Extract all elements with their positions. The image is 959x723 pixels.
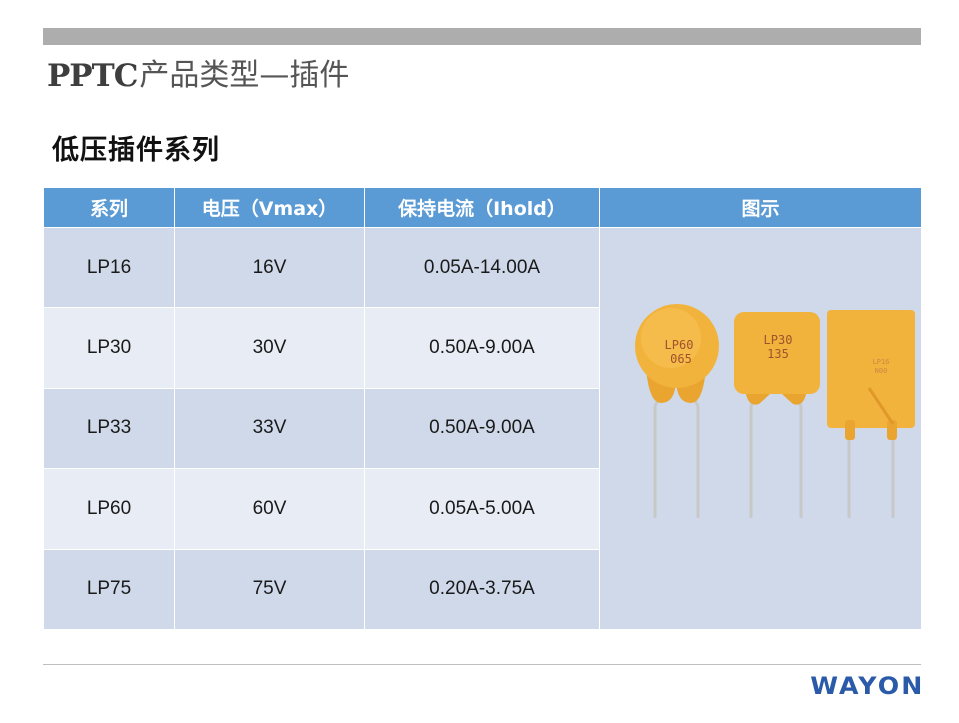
round-label-2: 065 xyxy=(670,352,692,366)
header-series: 系列 xyxy=(43,187,175,228)
cell-voltage: 30V xyxy=(174,307,365,389)
cell-hold-current: 0.50A-9.00A xyxy=(364,387,600,470)
cell-voltage: 33V xyxy=(174,387,365,470)
square-pptc-component: LP30 135 xyxy=(733,312,820,518)
header-hold-current: 保持电流（Ihold） xyxy=(364,187,600,228)
table-row: LP16 16V 0.05A-14.00A LP60 065 xyxy=(43,226,922,630)
page-title: PPTC 产品类型—插件 xyxy=(47,50,349,94)
header-image: 图示 xyxy=(599,187,922,228)
wayon-logo: WAYON xyxy=(810,672,925,700)
cell-series: LP16 xyxy=(43,226,175,309)
title-cjk: 产品类型—插件 xyxy=(139,58,350,93)
cell-hold-current: 0.50A-9.00A xyxy=(364,307,600,389)
cell-series: LP33 xyxy=(43,387,175,470)
top-bar xyxy=(43,28,921,45)
footer-divider xyxy=(43,664,921,665)
section-subtitle: 低压插件系列 xyxy=(52,135,220,166)
cell-voltage: 60V xyxy=(174,468,365,550)
title-latin: PPTC xyxy=(47,58,138,94)
cell-hold-current: 0.20A-3.75A xyxy=(364,548,600,631)
header-voltage: 电压（Vmax） xyxy=(174,187,365,228)
cell-voltage: 16V xyxy=(174,226,365,309)
square-label-2: 135 xyxy=(767,347,789,361)
product-table: 系列 电压（Vmax） 保持电流（Ihold） 图示 LP16 16V 0.05… xyxy=(43,187,922,631)
round-pptc-component: LP60 065 xyxy=(634,304,719,518)
table-row: LP60 60V 0.05A-5.00A xyxy=(43,468,922,550)
cell-hold-current: 0.05A-14.00A xyxy=(364,226,600,309)
cell-voltage: 75V xyxy=(174,548,365,631)
rectangle-pptc-component: LP16 N00 xyxy=(826,310,915,518)
table-row: LP33 33V 0.50A-9.00A xyxy=(43,387,922,470)
pptc-components-image: LP60 065 LP30 135 xyxy=(634,304,915,518)
cell-hold-current: 0.05A-5.00A xyxy=(364,468,600,550)
cell-series: LP75 xyxy=(43,548,175,631)
rect-label-2: N00 xyxy=(874,367,887,375)
table-row: LP30 30V 0.50A-9.00A xyxy=(43,307,922,389)
cell-series: LP60 xyxy=(43,468,175,550)
cell-series: LP30 xyxy=(43,307,175,389)
table-header-row: 系列 电压（Vmax） 保持电流（Ihold） 图示 xyxy=(43,187,922,228)
table-row: LP75 75V 0.20A-3.75A xyxy=(43,548,922,631)
product-image-cell: LP60 065 LP30 135 xyxy=(599,227,922,630)
rect-label-1: LP16 xyxy=(872,358,889,366)
round-label-1: LP60 xyxy=(664,338,693,352)
square-label-1: LP30 xyxy=(763,333,792,347)
